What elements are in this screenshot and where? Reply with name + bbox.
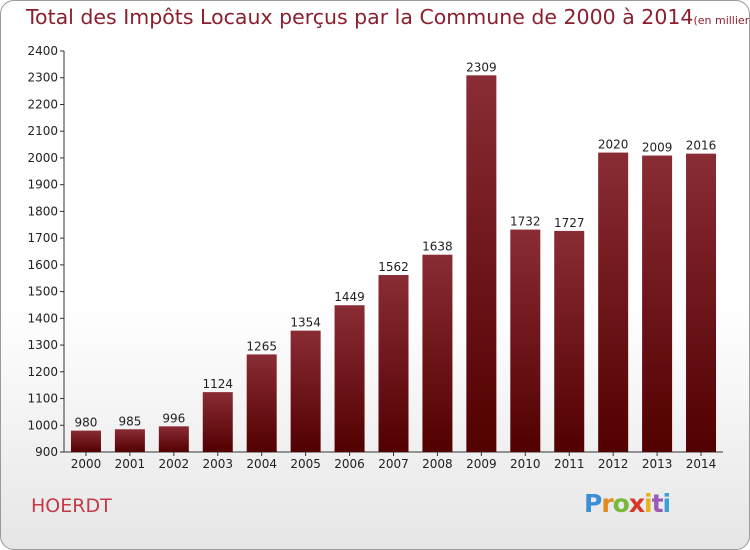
x-tick-label: 2001 — [115, 457, 146, 471]
y-tick-label: 1100 — [27, 392, 58, 406]
bar — [334, 305, 365, 452]
x-tick-label: 2013 — [642, 457, 673, 471]
x-tick-label: 2003 — [202, 457, 233, 471]
y-tick-label: 2400 — [27, 44, 58, 58]
y-tick-label: 1600 — [27, 258, 58, 272]
x-tick-label: 2012 — [598, 457, 629, 471]
data-label: 980 — [75, 416, 98, 430]
bar — [70, 430, 101, 452]
data-label: 1732 — [510, 215, 541, 229]
y-tick-label: 1400 — [27, 311, 58, 325]
proxiti-logo: Proxiti — [584, 489, 671, 518]
bar — [598, 152, 629, 452]
y-tick-label: 1500 — [27, 285, 58, 299]
y-tick-label: 2200 — [27, 97, 58, 111]
bar — [246, 354, 277, 452]
data-label: 1265 — [246, 339, 277, 353]
commune-name: HOERDT — [31, 495, 112, 517]
x-tick-label: 2002 — [159, 457, 190, 471]
bar — [290, 330, 321, 452]
bar — [378, 275, 409, 452]
data-label: 2009 — [642, 141, 673, 155]
chart-title-block: Total des Impôts Locaux perçus par la Co… — [26, 5, 750, 29]
data-label: 1449 — [334, 290, 365, 304]
data-label: 1562 — [378, 260, 409, 274]
data-label: 1638 — [422, 240, 453, 254]
data-label: 1727 — [554, 216, 585, 230]
x-tick-label: 2011 — [554, 457, 585, 471]
data-label: 985 — [118, 414, 141, 428]
y-tick-label: 1200 — [27, 365, 58, 379]
bar — [158, 426, 189, 452]
y-tick-label: 1300 — [27, 338, 58, 352]
x-tick-label: 2000 — [71, 457, 102, 471]
y-tick-label: 2100 — [27, 124, 58, 138]
bar — [642, 155, 673, 452]
x-tick-label: 2004 — [246, 457, 277, 471]
chart-title: Total des Impôts Locaux perçus par la Co… — [26, 5, 694, 29]
y-tick-label: 1900 — [27, 178, 58, 192]
x-tick-label: 2014 — [686, 457, 717, 471]
y-tick-label: 2300 — [27, 71, 58, 85]
bar — [466, 75, 497, 452]
data-label: 1124 — [202, 377, 233, 391]
bar — [114, 429, 145, 452]
bar — [202, 392, 233, 452]
bar — [686, 153, 717, 452]
bar — [422, 254, 453, 452]
bar — [510, 229, 541, 452]
data-label: 2016 — [686, 139, 717, 153]
chart-unit: (en milliers d'€) — [693, 14, 750, 27]
x-tick-label: 2010 — [510, 457, 541, 471]
x-tick-label: 2007 — [378, 457, 409, 471]
x-tick-label: 2006 — [334, 457, 365, 471]
data-label: 1354 — [290, 316, 321, 330]
bar — [554, 230, 585, 452]
y-tick-label: 1700 — [27, 231, 58, 245]
data-label: 2020 — [598, 138, 629, 152]
y-tick-label: 2000 — [27, 151, 58, 165]
data-label: 996 — [162, 411, 185, 425]
y-tick-label: 900 — [35, 445, 58, 459]
x-tick-label: 2005 — [290, 457, 321, 471]
y-tick-label: 1800 — [27, 204, 58, 218]
data-label: 2309 — [466, 60, 497, 74]
x-tick-label: 2009 — [466, 457, 497, 471]
y-tick-label: 1000 — [27, 418, 58, 432]
x-tick-label: 2008 — [422, 457, 453, 471]
